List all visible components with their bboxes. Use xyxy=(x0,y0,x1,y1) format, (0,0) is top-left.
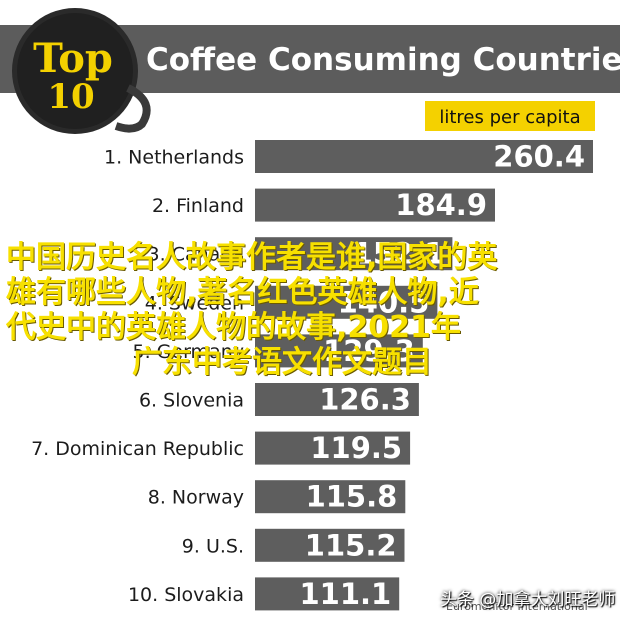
category-label-4: 4. Sweden xyxy=(145,292,244,314)
bar-3 xyxy=(255,237,453,271)
bar-1 xyxy=(255,140,593,173)
value-label-1: 260.4 xyxy=(493,140,585,174)
value-label-7: 119.5 xyxy=(310,431,402,465)
bar-5 xyxy=(255,334,423,368)
bar-10 xyxy=(255,577,400,611)
unit-label: litres per capita xyxy=(439,107,580,128)
category-label-7: 7. Dominican Republic xyxy=(31,438,244,460)
badge-top-text: Top xyxy=(33,35,113,82)
bars-group: 1. Netherlands 260.4 2. Finland 184.9 3. Can… xyxy=(31,140,593,611)
bar-8 xyxy=(255,480,406,514)
bar-2 xyxy=(255,188,495,222)
value-label-9: 115.2 xyxy=(305,528,397,562)
category-label-3: 3. Canada xyxy=(148,244,244,266)
category-label-2: 2. Finland xyxy=(152,195,244,217)
chart-title: Coffee Consuming Countries xyxy=(146,42,620,78)
bar-7 xyxy=(255,431,411,465)
badge-number-text: 10 xyxy=(47,77,94,117)
value-label-3: 152.1 xyxy=(353,237,445,271)
value-label-5: 129.3 xyxy=(323,334,415,368)
category-label-9: 9. U.S. xyxy=(182,535,244,557)
category-label-6: 6. Slovenia xyxy=(139,390,244,412)
value-label-10: 111.1 xyxy=(299,577,391,611)
value-label-2: 184.9 xyxy=(395,188,487,222)
bar-4 xyxy=(255,285,438,319)
category-label-5: 5. Germany xyxy=(133,341,245,363)
category-label-1: 1. Netherlands xyxy=(104,147,244,169)
watermark: 头条 @加拿大刘旺老师 xyxy=(440,590,616,610)
bar-6 xyxy=(255,383,419,416)
value-label-4: 140.5 xyxy=(338,285,430,319)
top10-badge: Top 10 xyxy=(12,8,151,134)
source-credit: Euromonitor International xyxy=(446,600,588,613)
badge-inner-circle xyxy=(17,13,133,129)
category-label-8: 8. Norway xyxy=(148,487,244,509)
cup-handle-icon xyxy=(114,84,151,133)
bar-9 xyxy=(255,528,405,562)
unit-label-box xyxy=(425,101,595,131)
value-label-6: 126.3 xyxy=(319,383,411,417)
category-label-10: 10. Slovakia xyxy=(128,584,244,606)
value-label-8: 115.8 xyxy=(306,480,398,514)
